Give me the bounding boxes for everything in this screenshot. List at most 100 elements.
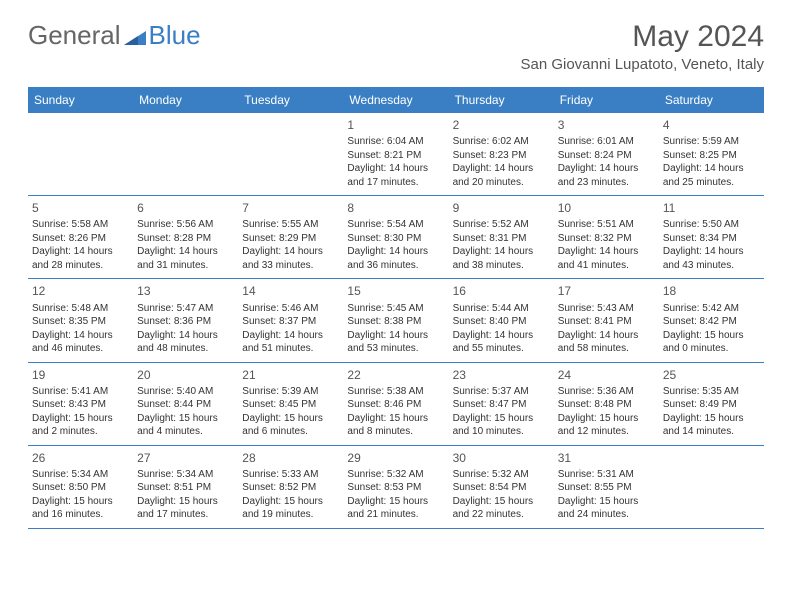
day-cell: 2Sunrise: 6:02 AMSunset: 8:23 PMDaylight… xyxy=(449,113,554,195)
day-cell: 19Sunrise: 5:41 AMSunset: 8:43 PMDayligh… xyxy=(28,363,133,445)
sunrise-text: Sunrise: 5:35 AM xyxy=(663,385,760,399)
daylight-text: Daylight: 15 hours xyxy=(242,412,339,426)
daylight-text: and 58 minutes. xyxy=(558,342,655,356)
daylight-text: and 48 minutes. xyxy=(137,342,234,356)
sunset-text: Sunset: 8:53 PM xyxy=(347,481,444,495)
daylight-text: Daylight: 14 hours xyxy=(32,329,129,343)
day-number: 27 xyxy=(137,450,234,466)
daylight-text: Daylight: 15 hours xyxy=(347,412,444,426)
sunrise-text: Sunrise: 6:01 AM xyxy=(558,135,655,149)
sunset-text: Sunset: 8:52 PM xyxy=(242,481,339,495)
daylight-text: Daylight: 14 hours xyxy=(663,245,760,259)
day-header-cell: Friday xyxy=(554,87,659,113)
sunrise-text: Sunrise: 5:31 AM xyxy=(558,468,655,482)
sunrise-text: Sunrise: 5:32 AM xyxy=(453,468,550,482)
daylight-text: Daylight: 15 hours xyxy=(137,495,234,509)
day-number: 23 xyxy=(453,367,550,383)
sunset-text: Sunset: 8:35 PM xyxy=(32,315,129,329)
daylight-text: Daylight: 15 hours xyxy=(347,495,444,509)
sunset-text: Sunset: 8:26 PM xyxy=(32,232,129,246)
daylight-text: and 14 minutes. xyxy=(663,425,760,439)
daylight-text: and 22 minutes. xyxy=(453,508,550,522)
sunset-text: Sunset: 8:31 PM xyxy=(453,232,550,246)
sunset-text: Sunset: 8:37 PM xyxy=(242,315,339,329)
day-cell: 18Sunrise: 5:42 AMSunset: 8:42 PMDayligh… xyxy=(659,279,764,361)
sunset-text: Sunset: 8:43 PM xyxy=(32,398,129,412)
day-header-cell: Tuesday xyxy=(238,87,343,113)
day-cell: 24Sunrise: 5:36 AMSunset: 8:48 PMDayligh… xyxy=(554,363,659,445)
empty-cell xyxy=(28,113,133,195)
sunrise-text: Sunrise: 5:48 AM xyxy=(32,302,129,316)
sunrise-text: Sunrise: 6:02 AM xyxy=(453,135,550,149)
sunset-text: Sunset: 8:32 PM xyxy=(558,232,655,246)
day-header-row: SundayMondayTuesdayWednesdayThursdayFrid… xyxy=(28,87,764,113)
sunrise-text: Sunrise: 5:51 AM xyxy=(558,218,655,232)
day-cell: 6Sunrise: 5:56 AMSunset: 8:28 PMDaylight… xyxy=(133,196,238,278)
day-number: 18 xyxy=(663,283,760,299)
day-number: 1 xyxy=(347,117,444,133)
daylight-text: and 20 minutes. xyxy=(453,176,550,190)
sunset-text: Sunset: 8:38 PM xyxy=(347,315,444,329)
day-number: 17 xyxy=(558,283,655,299)
daylight-text: Daylight: 14 hours xyxy=(137,245,234,259)
sunrise-text: Sunrise: 5:43 AM xyxy=(558,302,655,316)
sunset-text: Sunset: 8:23 PM xyxy=(453,149,550,163)
day-cell: 30Sunrise: 5:32 AMSunset: 8:54 PMDayligh… xyxy=(449,446,554,528)
daylight-text: Daylight: 15 hours xyxy=(558,412,655,426)
daylight-text: and 55 minutes. xyxy=(453,342,550,356)
sunrise-text: Sunrise: 5:52 AM xyxy=(453,218,550,232)
day-cell: 29Sunrise: 5:32 AMSunset: 8:53 PMDayligh… xyxy=(343,446,448,528)
daylight-text: and 31 minutes. xyxy=(137,259,234,273)
daylight-text: and 43 minutes. xyxy=(663,259,760,273)
day-cell: 17Sunrise: 5:43 AMSunset: 8:41 PMDayligh… xyxy=(554,279,659,361)
sunset-text: Sunset: 8:54 PM xyxy=(453,481,550,495)
weeks-container: 1Sunrise: 6:04 AMSunset: 8:21 PMDaylight… xyxy=(28,113,764,529)
day-number: 30 xyxy=(453,450,550,466)
day-number: 22 xyxy=(347,367,444,383)
day-number: 2 xyxy=(453,117,550,133)
daylight-text: and 23 minutes. xyxy=(558,176,655,190)
week-row: 5Sunrise: 5:58 AMSunset: 8:26 PMDaylight… xyxy=(28,196,764,279)
calendar: SundayMondayTuesdayWednesdayThursdayFrid… xyxy=(28,87,764,529)
daylight-text: and 41 minutes. xyxy=(558,259,655,273)
week-row: 19Sunrise: 5:41 AMSunset: 8:43 PMDayligh… xyxy=(28,363,764,446)
day-number: 21 xyxy=(242,367,339,383)
brand-part2: Blue xyxy=(149,20,201,51)
day-header-cell: Wednesday xyxy=(343,87,448,113)
day-cell: 4Sunrise: 5:59 AMSunset: 8:25 PMDaylight… xyxy=(659,113,764,195)
daylight-text: and 17 minutes. xyxy=(137,508,234,522)
day-cell: 14Sunrise: 5:46 AMSunset: 8:37 PMDayligh… xyxy=(238,279,343,361)
day-number: 11 xyxy=(663,200,760,216)
day-cell: 20Sunrise: 5:40 AMSunset: 8:44 PMDayligh… xyxy=(133,363,238,445)
daylight-text: Daylight: 15 hours xyxy=(558,495,655,509)
daylight-text: Daylight: 14 hours xyxy=(347,329,444,343)
day-number: 9 xyxy=(453,200,550,216)
daylight-text: and 33 minutes. xyxy=(242,259,339,273)
sunset-text: Sunset: 8:21 PM xyxy=(347,149,444,163)
daylight-text: and 19 minutes. xyxy=(242,508,339,522)
day-cell: 7Sunrise: 5:55 AMSunset: 8:29 PMDaylight… xyxy=(238,196,343,278)
daylight-text: and 36 minutes. xyxy=(347,259,444,273)
sunrise-text: Sunrise: 5:55 AM xyxy=(242,218,339,232)
daylight-text: Daylight: 14 hours xyxy=(242,329,339,343)
day-number: 5 xyxy=(32,200,129,216)
sunrise-text: Sunrise: 5:39 AM xyxy=(242,385,339,399)
sunset-text: Sunset: 8:41 PM xyxy=(558,315,655,329)
day-number: 28 xyxy=(242,450,339,466)
sunrise-text: Sunrise: 5:36 AM xyxy=(558,385,655,399)
day-number: 12 xyxy=(32,283,129,299)
sunset-text: Sunset: 8:48 PM xyxy=(558,398,655,412)
sunrise-text: Sunrise: 5:44 AM xyxy=(453,302,550,316)
day-cell: 8Sunrise: 5:54 AMSunset: 8:30 PMDaylight… xyxy=(343,196,448,278)
daylight-text: and 21 minutes. xyxy=(347,508,444,522)
sunset-text: Sunset: 8:50 PM xyxy=(32,481,129,495)
daylight-text: Daylight: 14 hours xyxy=(242,245,339,259)
day-cell: 11Sunrise: 5:50 AMSunset: 8:34 PMDayligh… xyxy=(659,196,764,278)
daylight-text: Daylight: 14 hours xyxy=(453,245,550,259)
daylight-text: and 17 minutes. xyxy=(347,176,444,190)
day-number: 10 xyxy=(558,200,655,216)
day-number: 4 xyxy=(663,117,760,133)
daylight-text: and 25 minutes. xyxy=(663,176,760,190)
empty-cell xyxy=(238,113,343,195)
sunrise-text: Sunrise: 5:47 AM xyxy=(137,302,234,316)
